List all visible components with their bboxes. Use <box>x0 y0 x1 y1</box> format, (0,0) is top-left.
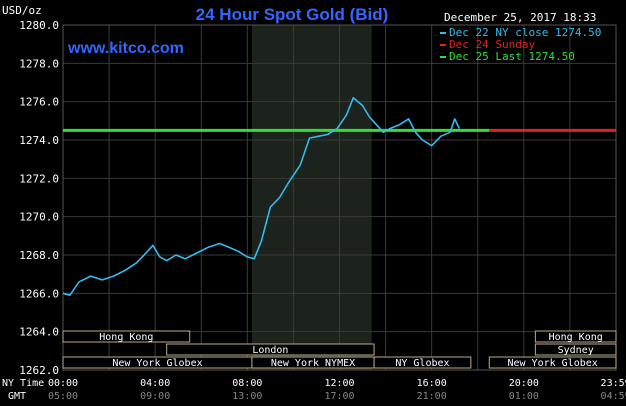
session-label: New York Globex <box>507 358 597 369</box>
trading-sessions: Hong Kong Hong Kong London Sydney New York G… <box>62 330 617 369</box>
x-tick-label-ny: 20:00 <box>509 378 539 389</box>
y-tick-label: 1270.0 <box>19 211 59 224</box>
session-label: New York Globex <box>112 358 202 369</box>
x-axis-label-gmt: GMT <box>8 391 26 402</box>
session-box <box>62 330 191 343</box>
y-tick-label: 1268.0 <box>19 249 59 262</box>
legend-entry: Dec 24 Sunday <box>449 38 535 51</box>
session-label: NY Globex <box>395 358 449 369</box>
x-tick-label-ny: 04:00 <box>140 378 170 389</box>
session-label: Sydney <box>558 345 594 356</box>
timestamp: December 25, 2017 18:33 <box>444 11 596 24</box>
price-series <box>62 97 461 297</box>
legend-entry: Dec 22 NY close 1274.50 <box>449 26 601 39</box>
x-tick-label-gmt: 13:00 <box>232 391 262 402</box>
session-box <box>534 330 617 343</box>
y-tick-label: 1266.0 <box>19 287 59 300</box>
y-tick-label: 1262.0 <box>19 364 59 377</box>
x-tick-label-gmt: 01:00 <box>509 391 539 402</box>
session-box <box>166 343 375 356</box>
session-label: London <box>252 345 288 356</box>
x-tick-label-ny: 23:59 <box>601 378 626 389</box>
chart-title: 24 Hour Spot Gold (Bid) <box>196 5 389 24</box>
x-tick-label-gmt: 21:00 <box>417 391 447 402</box>
nymex-session-band <box>251 25 372 370</box>
session-box <box>373 356 472 369</box>
x-tick-label-ny: 12:00 <box>324 378 354 389</box>
session-box <box>534 343 617 356</box>
y-axis-label: USD/oz <box>2 4 42 17</box>
legend-entry: Dec 25 Last 1274.50 <box>449 50 575 63</box>
x-tick-label-gmt: 05:00 <box>48 391 78 402</box>
y-tick-label: 1278.0 <box>19 57 59 70</box>
x-tick-label-ny: 16:00 <box>417 378 447 389</box>
y-tick-label: 1264.0 <box>19 326 59 339</box>
x-axis-ticks: 00:00 05:00 04:00 09:00 08:00 13:00 12:00 17:00… <box>48 378 626 402</box>
x-axis-label-ny: NY Time <box>2 378 44 389</box>
x-tick-label-ny: 08:00 <box>232 378 262 389</box>
y-tick-label: 1280.0 <box>19 19 59 32</box>
x-tick-label-gmt: 04:59 <box>601 391 626 402</box>
session-label: New York NYMEX <box>271 358 355 369</box>
y-axis-ticks: 1280.0 1278.0 1276.0 1274.0 1272.0 1270.0 1268… <box>19 19 59 377</box>
y-tick-label: 1272.0 <box>19 172 59 185</box>
session-label: Hong Kong <box>99 332 153 343</box>
session-box <box>488 356 617 369</box>
watermark-url: www.kitco.com <box>67 40 184 57</box>
x-tick-label-gmt: 17:00 <box>324 391 354 402</box>
price-line <box>62 97 461 297</box>
session-label: Hong Kong <box>549 332 603 343</box>
y-tick-label: 1276.0 <box>19 96 59 109</box>
y-tick-label: 1274.0 <box>19 134 59 147</box>
x-tick-label-ny: 00:00 <box>48 378 78 389</box>
plot-frame <box>62 24 617 371</box>
x-tick-label-gmt: 09:00 <box>140 391 170 402</box>
